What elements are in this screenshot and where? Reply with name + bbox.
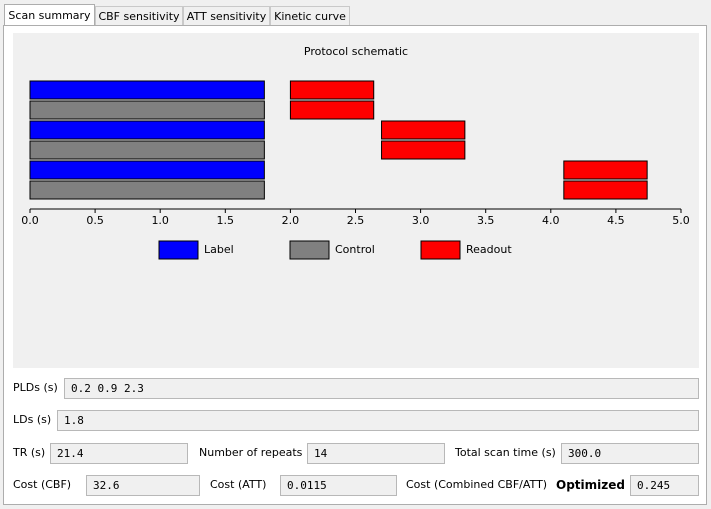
tr-field[interactable]: 21.4 [50, 443, 188, 464]
legend-label-control: Control [335, 243, 375, 256]
scan-summary-panel: Protocol schematic 0.0 0.5 1.0 1.5 2.0 2.5 3.0… [3, 25, 707, 505]
x-tick-label: 0.5 [86, 214, 104, 227]
tab-scan-summary[interactable]: Scan summary [4, 4, 95, 26]
chart-legend: Label Control Readout [158, 240, 512, 260]
cost-cbf-field[interactable]: 32.6 [86, 475, 200, 496]
x-tick-label: 1.5 [217, 214, 235, 227]
repeats-label: Number of repeats [199, 446, 303, 459]
legend-label-readout: Readout [466, 243, 512, 256]
bar-row1-control [29, 100, 265, 120]
plds-label: PLDs (s) [13, 381, 58, 394]
repeats-field[interactable]: 14 [307, 443, 445, 464]
bar-row3-control [29, 140, 265, 160]
protocol-schematic-chart: Protocol schematic 0.0 0.5 1.0 1.5 2.0 2.5 3.0… [21, 45, 690, 260]
cost-combined-field[interactable]: 0.245 [630, 475, 699, 496]
x-tick-label: 0.0 [21, 214, 39, 227]
bar-row1-readout [289, 100, 375, 120]
legend-swatch-label [158, 240, 199, 260]
x-axis: 0.0 0.5 1.0 1.5 2.0 2.5 3.0 3.5 4.0 4.5 5.0 [21, 208, 690, 227]
bar-row5-readout [563, 180, 648, 200]
bar-row2-readout [381, 120, 466, 140]
cost-att-label: Cost (ATT) [210, 478, 267, 491]
legend-label-label: Label [204, 243, 234, 256]
tab-cbf-sensitivity[interactable]: CBF sensitivity [95, 6, 183, 25]
x-tick-label: 1.0 [151, 214, 169, 227]
cost-att-field[interactable]: 0.0115 [280, 475, 397, 496]
x-tick-label: 3.0 [412, 214, 430, 227]
chart-bars [29, 80, 648, 200]
bar-row4-readout [563, 160, 648, 180]
bar-row5-control [29, 180, 265, 200]
x-tick-label: 5.0 [672, 214, 690, 227]
x-tick-label: 3.5 [477, 214, 495, 227]
legend-swatch-control [289, 240, 330, 260]
x-tick-label: 4.0 [542, 214, 560, 227]
bar-row3-readout [381, 140, 466, 160]
total-scan-time-field[interactable]: 300.0 [561, 443, 699, 464]
chart-title: Protocol schematic [304, 45, 408, 58]
bar-row0-readout [289, 80, 375, 100]
bar-row0-label [29, 80, 265, 100]
lds-field[interactable]: 1.8 [57, 410, 699, 431]
x-tick-label: 2.5 [347, 214, 365, 227]
optimized-label: Optimized [556, 478, 625, 492]
plds-field[interactable]: 0.2 0.9 2.3 [64, 378, 699, 399]
lds-label: LDs (s) [13, 413, 52, 426]
legend-swatch-readout [420, 240, 461, 260]
bar-row4-label [29, 160, 265, 180]
protocol-schematic-plot: Protocol schematic 0.0 0.5 1.0 1.5 2.0 2.5 3.0… [13, 33, 699, 368]
cost-combined-label: Cost (Combined CBF/ATT) [406, 478, 548, 491]
tab-att-sensitivity[interactable]: ATT sensitivity [183, 6, 270, 25]
total-scan-time-label: Total scan time (s) [455, 446, 556, 459]
x-tick-label: 4.5 [607, 214, 625, 227]
tab-kinetic-curve[interactable]: Kinetic curve [270, 6, 350, 25]
cost-cbf-label: Cost (CBF) [13, 478, 72, 491]
tr-label: TR (s) [13, 446, 46, 459]
bar-row2-label [29, 120, 265, 140]
x-tick-label: 2.0 [282, 214, 300, 227]
